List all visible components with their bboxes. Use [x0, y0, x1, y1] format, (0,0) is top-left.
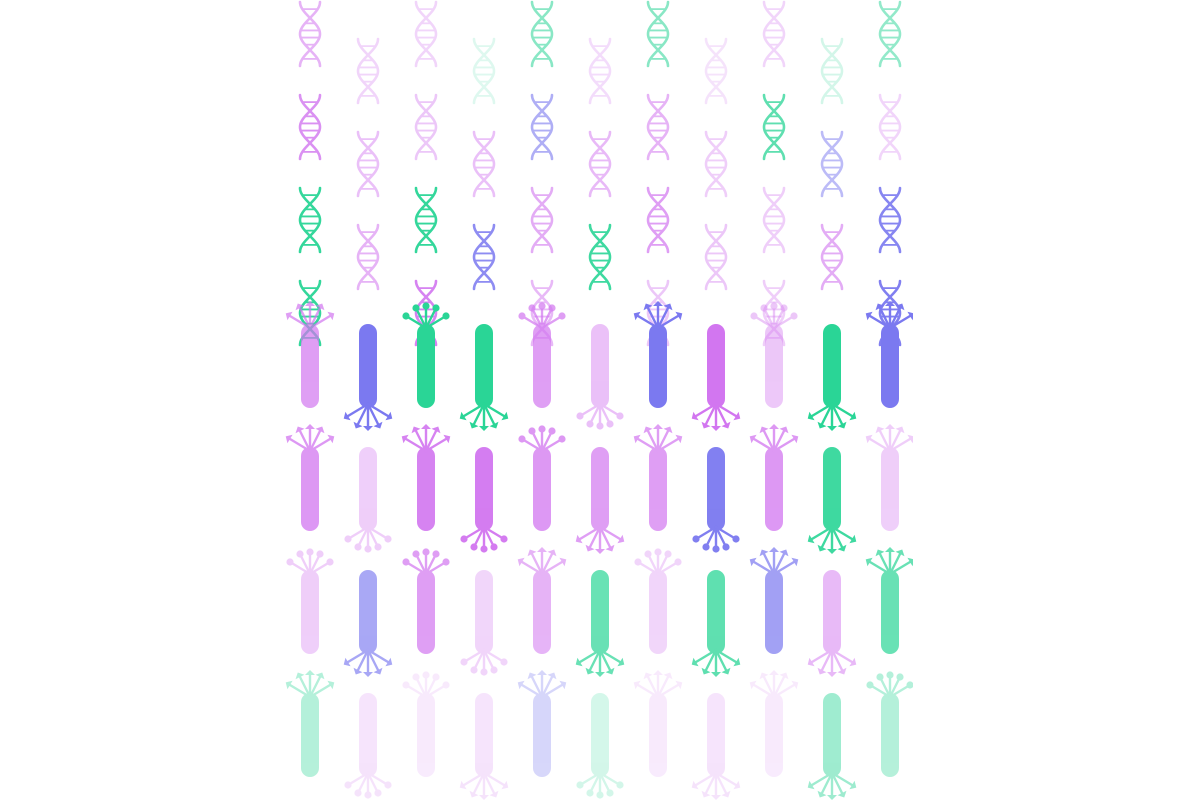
neuron-cell-icon: [633, 301, 683, 408]
neuron-cell-icon: [692, 447, 740, 553]
dna-helix-icon: [762, 93, 786, 161]
dna-helix-icon: [878, 93, 902, 161]
dna-helix-icon: [820, 223, 844, 291]
dna-helix-icon: [472, 223, 496, 291]
dna-helix-icon: [356, 130, 380, 198]
dna-helix-icon: [414, 0, 438, 68]
neuron-cell-icon: [460, 570, 508, 676]
neuron-cell-icon: [285, 301, 335, 408]
dna-helix-icon: [704, 37, 728, 105]
neuron-cell-icon: [576, 693, 624, 799]
dna-helix-icon: [762, 0, 786, 68]
neuron-cell-icon: [575, 570, 625, 677]
neuron-cell-icon: [865, 424, 913, 531]
dna-helix-icon: [646, 0, 670, 68]
dna-helix-icon: [530, 0, 554, 68]
neuron-cell-icon: [344, 693, 392, 799]
dna-helix-icon: [530, 186, 554, 254]
neuron-cell-icon: [807, 447, 857, 554]
dna-helix-icon: [878, 186, 902, 254]
neuron-cell-icon: [343, 324, 393, 431]
dna-helix-icon: [298, 0, 322, 68]
neuron-cell-icon: [807, 570, 857, 677]
dna-helix-icon: [762, 186, 786, 254]
neuron-cell-icon: [691, 570, 741, 677]
dna-helix-icon: [298, 186, 322, 254]
neuron-cell-icon: [749, 424, 799, 531]
dna-helix-icon: [646, 186, 670, 254]
dna-helix-icon: [472, 37, 496, 105]
neuron-cell-icon: [460, 447, 508, 553]
neuron-cell-icon: [750, 302, 798, 408]
neuron-cell-icon: [518, 425, 566, 531]
dna-helix-icon: [762, 279, 786, 347]
neuron-cell-icon: [286, 548, 334, 654]
neuron-cell-icon: [865, 301, 913, 408]
dna-helix-icon: [820, 130, 844, 198]
neuron-cell-icon: [343, 570, 393, 677]
dna-helix-icon: [356, 223, 380, 291]
helix-field: [298, 0, 902, 347]
neuron-cell-icon: [691, 693, 741, 800]
neuron-cell-icon: [749, 670, 799, 777]
neuron-cell-icon: [517, 547, 567, 654]
dna-helix-icon: [588, 223, 612, 291]
neuron-cell-icon: [866, 671, 913, 777]
neuron-cell-icon: [518, 302, 566, 408]
neuron-cell-icon: [402, 302, 450, 408]
neuron-cell-icon: [749, 547, 799, 654]
dna-helix-icon: [298, 93, 322, 161]
neuron-cell-icon: [459, 324, 509, 431]
dna-helix-icon: [878, 0, 902, 68]
neuron-cell-icon: [633, 670, 683, 777]
dna-helix-icon: [414, 93, 438, 161]
dna-helix-icon: [646, 93, 670, 161]
dna-helix-icon: [588, 37, 612, 105]
neuron-cell-icon: [285, 424, 335, 531]
neuron-cell-icon: [459, 693, 509, 800]
dna-helix-icon: [704, 223, 728, 291]
neuron-cell-icon: [576, 324, 624, 430]
dna-helix-icon: [356, 37, 380, 105]
neuron-cell-icon: [807, 324, 857, 431]
dna-helix-icon: [704, 130, 728, 198]
dna-helix-icon: [820, 37, 844, 105]
dna-helix-icon: [588, 130, 612, 198]
cell-field: [285, 301, 913, 800]
dna-helix-icon: [530, 93, 554, 161]
neuron-cell-icon: [691, 324, 741, 431]
neuron-cell-icon: [402, 548, 450, 654]
neuron-cell-icon: [633, 424, 683, 531]
neuron-cell-icon: [575, 447, 625, 554]
neuron-cell-icon: [344, 447, 392, 553]
neuron-cell-icon: [634, 548, 682, 654]
neuron-cell-icon: [517, 670, 567, 777]
neuron-cell-icon: [807, 693, 857, 800]
neuron-cell-icon: [285, 670, 335, 777]
neuron-cell-icon: [401, 424, 451, 531]
dna-helix-icon: [472, 130, 496, 198]
neuron-cell-icon: [402, 671, 450, 777]
neuron-cell-icon: [865, 547, 913, 654]
dna-helix-icon: [414, 186, 438, 254]
